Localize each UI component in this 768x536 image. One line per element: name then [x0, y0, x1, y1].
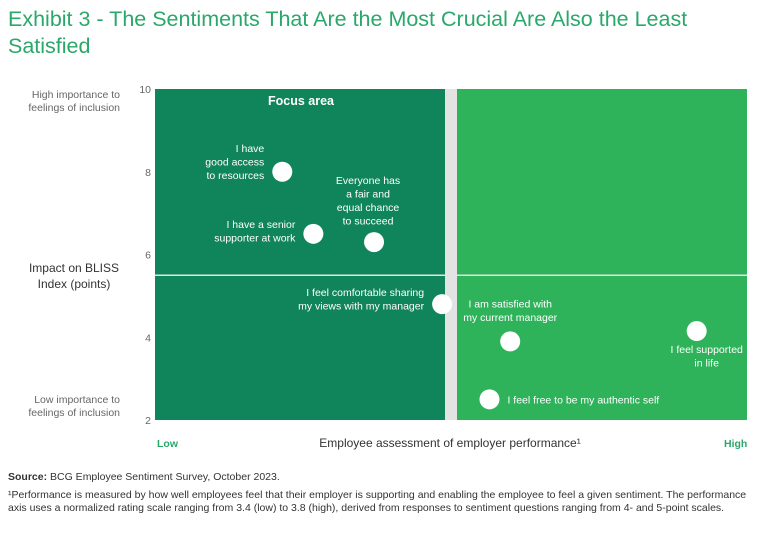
x-axis-label: Employee assessment of employer performa… — [319, 436, 581, 450]
focus-area-label: Focus area — [268, 94, 335, 108]
source-note: Source: BCG Employee Sentiment Survey, O… — [8, 471, 280, 483]
data-point-label: to resources — [206, 170, 264, 182]
source-prefix: Source: — [8, 471, 48, 483]
data-point-label: to succeed — [343, 216, 394, 228]
data-point-label: I feel supported — [670, 344, 743, 356]
data-point-label: Everyone has — [336, 175, 400, 187]
y-tick-label: 10 — [139, 84, 151, 96]
source-text: BCG Employee Sentiment Survey, October 2… — [50, 471, 280, 483]
data-point-label: I am satisfied with — [468, 298, 552, 310]
data-point-label: I have a senior — [226, 219, 295, 231]
data-point-label: supporter at work — [214, 232, 296, 244]
y-axis-label: Impact on BLISS Index (points) — [28, 261, 120, 291]
data-point — [479, 389, 500, 410]
data-point-label: equal chance — [337, 202, 400, 214]
y-tick-label: 8 — [145, 167, 151, 179]
data-point-label: my current manager — [463, 312, 557, 324]
data-point-label: I feel free to be my authentic self — [507, 394, 659, 406]
y-tick-label: 4 — [145, 332, 151, 344]
data-point — [364, 232, 385, 253]
footnote: ¹Performance is measured by how well emp… — [8, 489, 747, 514]
x-axis-low-label: Low — [157, 438, 178, 450]
y-tick-label: 2 — [145, 415, 151, 427]
chart-title: Exhibit 3 - The Sentiments That Are the … — [8, 7, 688, 58]
data-point-label: a fair and — [346, 189, 390, 201]
data-point — [500, 331, 521, 352]
data-point — [686, 321, 707, 342]
data-point — [303, 223, 324, 244]
data-point-label: I feel comfortable sharing — [306, 287, 424, 299]
y-axis-top-note: High importance to feelings of inclusion — [28, 89, 120, 114]
quadrant-left — [155, 89, 445, 420]
x-axis-high-label: High — [724, 438, 748, 450]
quadrant-right — [457, 89, 747, 420]
y-tick-label: 6 — [145, 250, 151, 262]
data-point — [272, 161, 293, 182]
data-point — [432, 294, 453, 315]
data-point-label: my views with my manager — [298, 301, 425, 313]
data-point-label: I have — [236, 143, 265, 155]
data-point-label: in life — [694, 358, 719, 370]
data-point-label: good access — [205, 156, 264, 168]
y-axis-bottom-note: Low importance to feelings of inclusion — [28, 394, 120, 419]
vertical-divider — [445, 89, 457, 420]
